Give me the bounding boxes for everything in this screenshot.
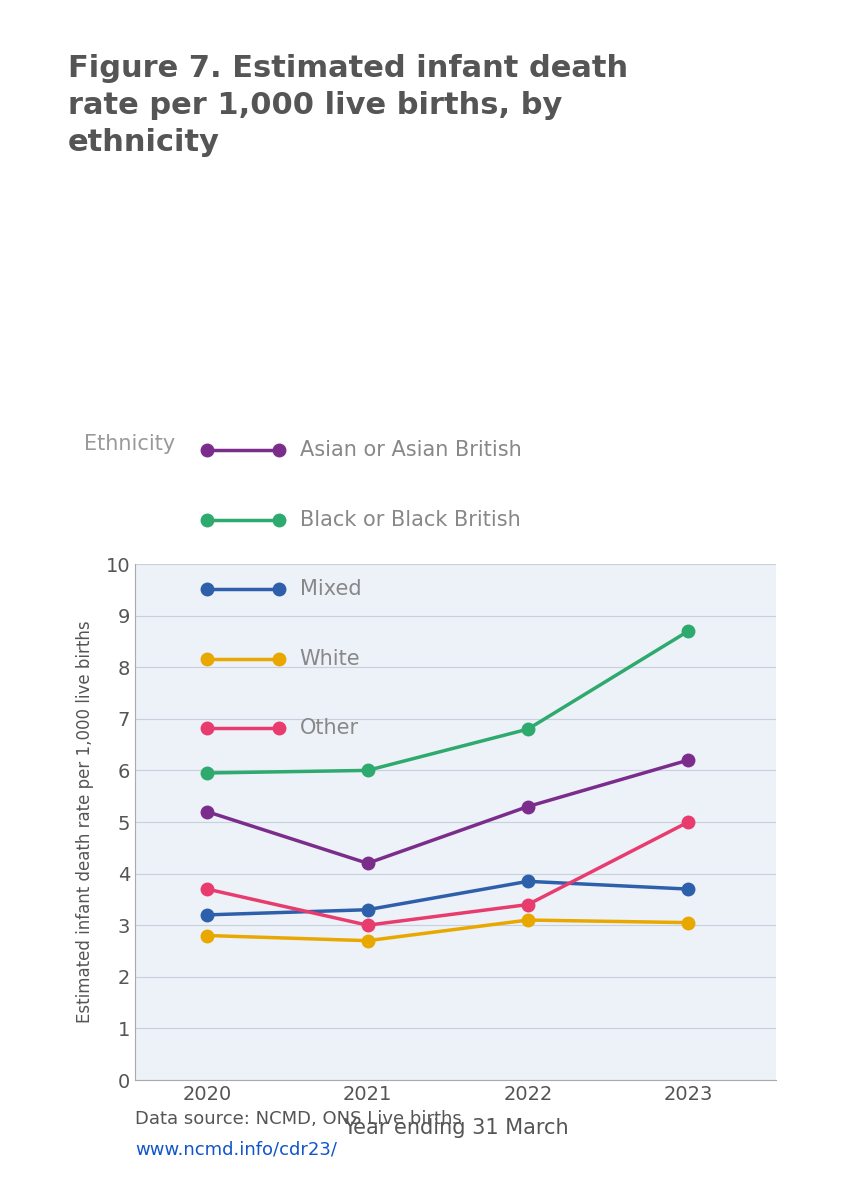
- X-axis label: Year ending 31 March: Year ending 31 March: [343, 1117, 569, 1138]
- Text: White: White: [300, 649, 360, 668]
- Text: Asian or Asian British: Asian or Asian British: [300, 440, 522, 460]
- Text: Data source: NCMD, ONS Live births: Data source: NCMD, ONS Live births: [135, 1110, 462, 1128]
- Text: Ethnicity: Ethnicity: [84, 434, 176, 454]
- Text: Black or Black British: Black or Black British: [300, 510, 521, 529]
- Text: Mixed: Mixed: [300, 580, 361, 599]
- Text: Figure 7. Estimated infant death
rate per 1,000 live births, by
ethnicity: Figure 7. Estimated infant death rate pe…: [68, 54, 628, 157]
- Y-axis label: Estimated infant death rate per 1,000 live births: Estimated infant death rate per 1,000 li…: [77, 620, 95, 1024]
- Text: www.ncmd.info/cdr23/: www.ncmd.info/cdr23/: [135, 1140, 337, 1158]
- Text: Other: Other: [300, 719, 359, 738]
